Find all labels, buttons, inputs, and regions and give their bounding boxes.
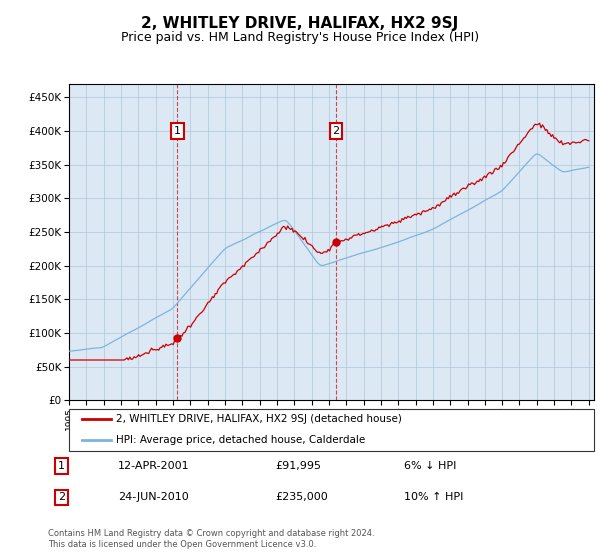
- Text: 10% ↑ HPI: 10% ↑ HPI: [404, 492, 464, 502]
- Text: 6% ↓ HPI: 6% ↓ HPI: [404, 461, 457, 471]
- Text: 2: 2: [332, 126, 340, 136]
- Text: 12-APR-2001: 12-APR-2001: [118, 461, 190, 471]
- Text: 2, WHITLEY DRIVE, HALIFAX, HX2 9SJ: 2, WHITLEY DRIVE, HALIFAX, HX2 9SJ: [142, 16, 458, 31]
- Text: 24-JUN-2010: 24-JUN-2010: [118, 492, 189, 502]
- FancyBboxPatch shape: [69, 409, 594, 451]
- Text: £235,000: £235,000: [275, 492, 328, 502]
- Text: £91,995: £91,995: [275, 461, 321, 471]
- Text: 1: 1: [174, 126, 181, 136]
- Text: Price paid vs. HM Land Registry's House Price Index (HPI): Price paid vs. HM Land Registry's House …: [121, 31, 479, 44]
- Text: Contains HM Land Registry data © Crown copyright and database right 2024.
This d: Contains HM Land Registry data © Crown c…: [48, 529, 374, 549]
- Text: HPI: Average price, detached house, Calderdale: HPI: Average price, detached house, Cald…: [116, 435, 365, 445]
- Text: 2, WHITLEY DRIVE, HALIFAX, HX2 9SJ (detached house): 2, WHITLEY DRIVE, HALIFAX, HX2 9SJ (deta…: [116, 414, 402, 424]
- Text: 2: 2: [58, 492, 65, 502]
- Text: 1: 1: [58, 461, 65, 471]
